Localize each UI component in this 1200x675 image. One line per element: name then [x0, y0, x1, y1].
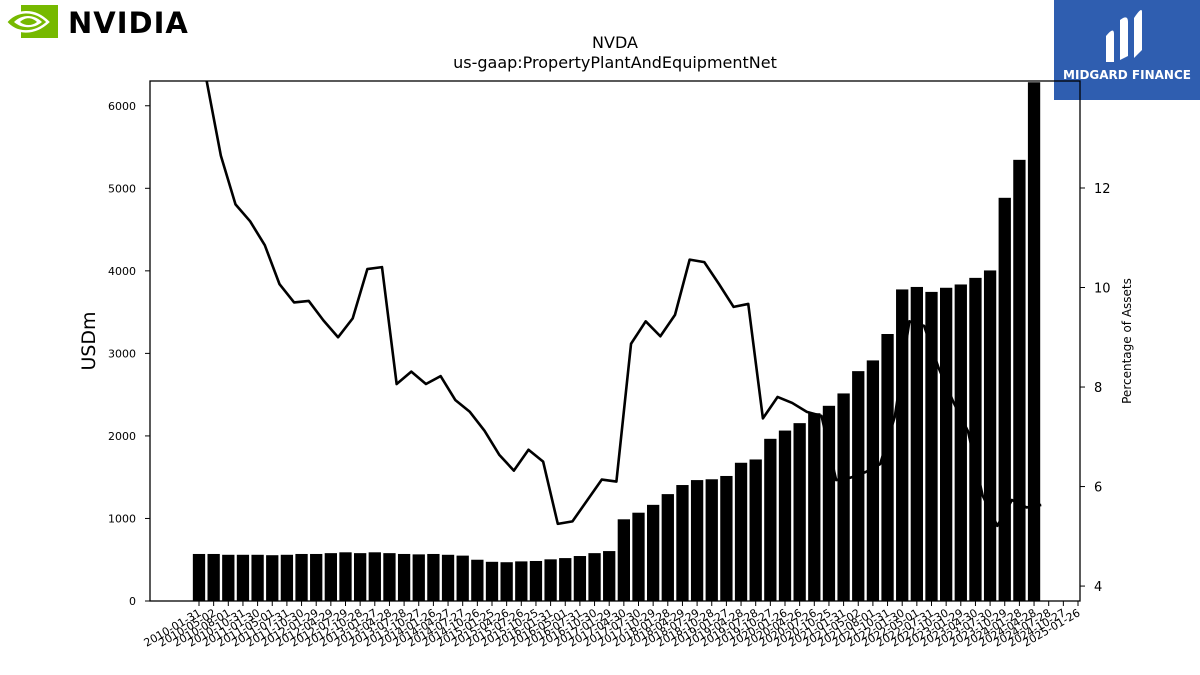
bar-2018-07-29 [690, 480, 704, 602]
bar-2019-01-27 [720, 475, 733, 602]
bar-2019-10-27 [764, 438, 777, 602]
nvidia-eye-icon [4, 5, 58, 38]
y-tick-label: 5000 [108, 182, 136, 195]
bar-2010-10-31 [236, 554, 250, 602]
bar-2016-05-01 [559, 558, 572, 602]
bar-2022-05-01 [910, 286, 923, 602]
bar-2017-01-29 [603, 551, 616, 602]
bar-2010-05-02 [207, 553, 220, 602]
y-tick-label: 6000 [108, 100, 136, 113]
bar-2021-10-31 [881, 333, 894, 602]
bar-2020-07-26 [808, 413, 821, 602]
bar-2011-07-31 [280, 554, 294, 602]
y2-tick-label: 12 [1094, 182, 1111, 197]
bar-2024-04-28 [1027, 82, 1041, 602]
nvidia-logo: NVIDIA [4, 4, 194, 42]
bar-2016-07-31 [573, 556, 587, 602]
bar-2014-10-26 [471, 559, 484, 602]
bar-2019-04-28 [734, 462, 748, 602]
bar-2014-07-27 [456, 555, 469, 602]
y-tick-label: 1000 [108, 512, 136, 525]
bar-2015-01-25 [485, 561, 499, 602]
bar-2012-07-29 [339, 552, 352, 602]
midgard-emblem-icon [1106, 10, 1142, 62]
bar-2015-10-25 [529, 560, 543, 602]
bar-2017-04-30 [617, 519, 630, 602]
bar-2012-10-28 [353, 553, 367, 602]
bar-2023-07-30 [983, 270, 997, 602]
bar-2011-10-30 [295, 553, 308, 602]
line-layer [205, 81, 1042, 528]
y-tick-label: 2000 [108, 430, 136, 443]
y2-tick-label: 4 [1094, 580, 1102, 595]
bar-2015-04-26 [500, 562, 513, 602]
bar-2020-04-26 [793, 423, 806, 602]
bar-2018-10-28 [705, 479, 718, 602]
y2-tick-label: 6 [1094, 481, 1102, 496]
nvidia-wordmark: NVIDIA [68, 6, 189, 40]
bar-2016-01-31 [544, 559, 557, 602]
bars-layer [192, 82, 1041, 602]
bar-2019-07-28 [749, 459, 762, 602]
bar-2014-04-27 [441, 554, 455, 602]
y2-tick-label: 8 [1094, 381, 1102, 396]
chart-title: NVDA [592, 33, 638, 52]
bar-2015-07-26 [515, 561, 528, 602]
bar-2010-01-31 [192, 553, 206, 602]
bar-2013-07-28 [397, 553, 411, 602]
axes-layer: 010002000300040005000600046810122010-01-… [108, 80, 1111, 650]
bar-2011-01-30 [251, 554, 264, 602]
bar-2010-08-01 [222, 554, 235, 602]
bar-2012-01-29 [310, 553, 323, 602]
bar-2023-10-29 [998, 197, 1011, 602]
y2-axis-label: Percentage of Assets [1120, 278, 1134, 404]
bar-2023-04-30 [969, 277, 982, 602]
midgard-wordmark: MIDGARD FINANCE [1063, 68, 1191, 82]
bar-2020-01-26 [778, 430, 792, 602]
chart-subtitle: us-gaap:PropertyPlantAndEquipmentNet [453, 53, 777, 72]
bar-2013-04-28 [383, 553, 396, 602]
bar-2016-10-30 [588, 553, 601, 602]
bar-2023-01-29 [954, 284, 967, 602]
midgard-finance-logo: MIDGARD FINANCE [1054, 0, 1200, 100]
bar-2012-04-29 [324, 553, 338, 602]
bar-2017-10-29 [647, 504, 660, 602]
bar-2014-01-26 [427, 553, 440, 602]
bar-2021-05-02 [852, 371, 865, 602]
y-tick-label: 3000 [108, 347, 136, 360]
plot-frame [149, 80, 1081, 602]
bar-2013-01-27 [368, 552, 381, 602]
y2-tick-label: 10 [1094, 282, 1111, 297]
y-tick-label: 0 [129, 595, 136, 608]
y-axis-label: USDm [78, 311, 100, 370]
bar-2021-08-01 [866, 360, 880, 602]
series-line-percentage-of-assets [205, 81, 1042, 528]
bar-2018-04-29 [676, 485, 689, 602]
bar-2013-10-27 [412, 554, 425, 602]
bar-2024-01-28 [1013, 159, 1026, 602]
y-tick-label: 4000 [108, 265, 136, 278]
bar-2022-10-30 [940, 287, 953, 602]
bar-2021-01-31 [837, 393, 850, 602]
bar-2011-05-01 [266, 555, 279, 602]
bar-2017-07-30 [632, 512, 645, 602]
bar-2018-01-28 [661, 494, 674, 602]
